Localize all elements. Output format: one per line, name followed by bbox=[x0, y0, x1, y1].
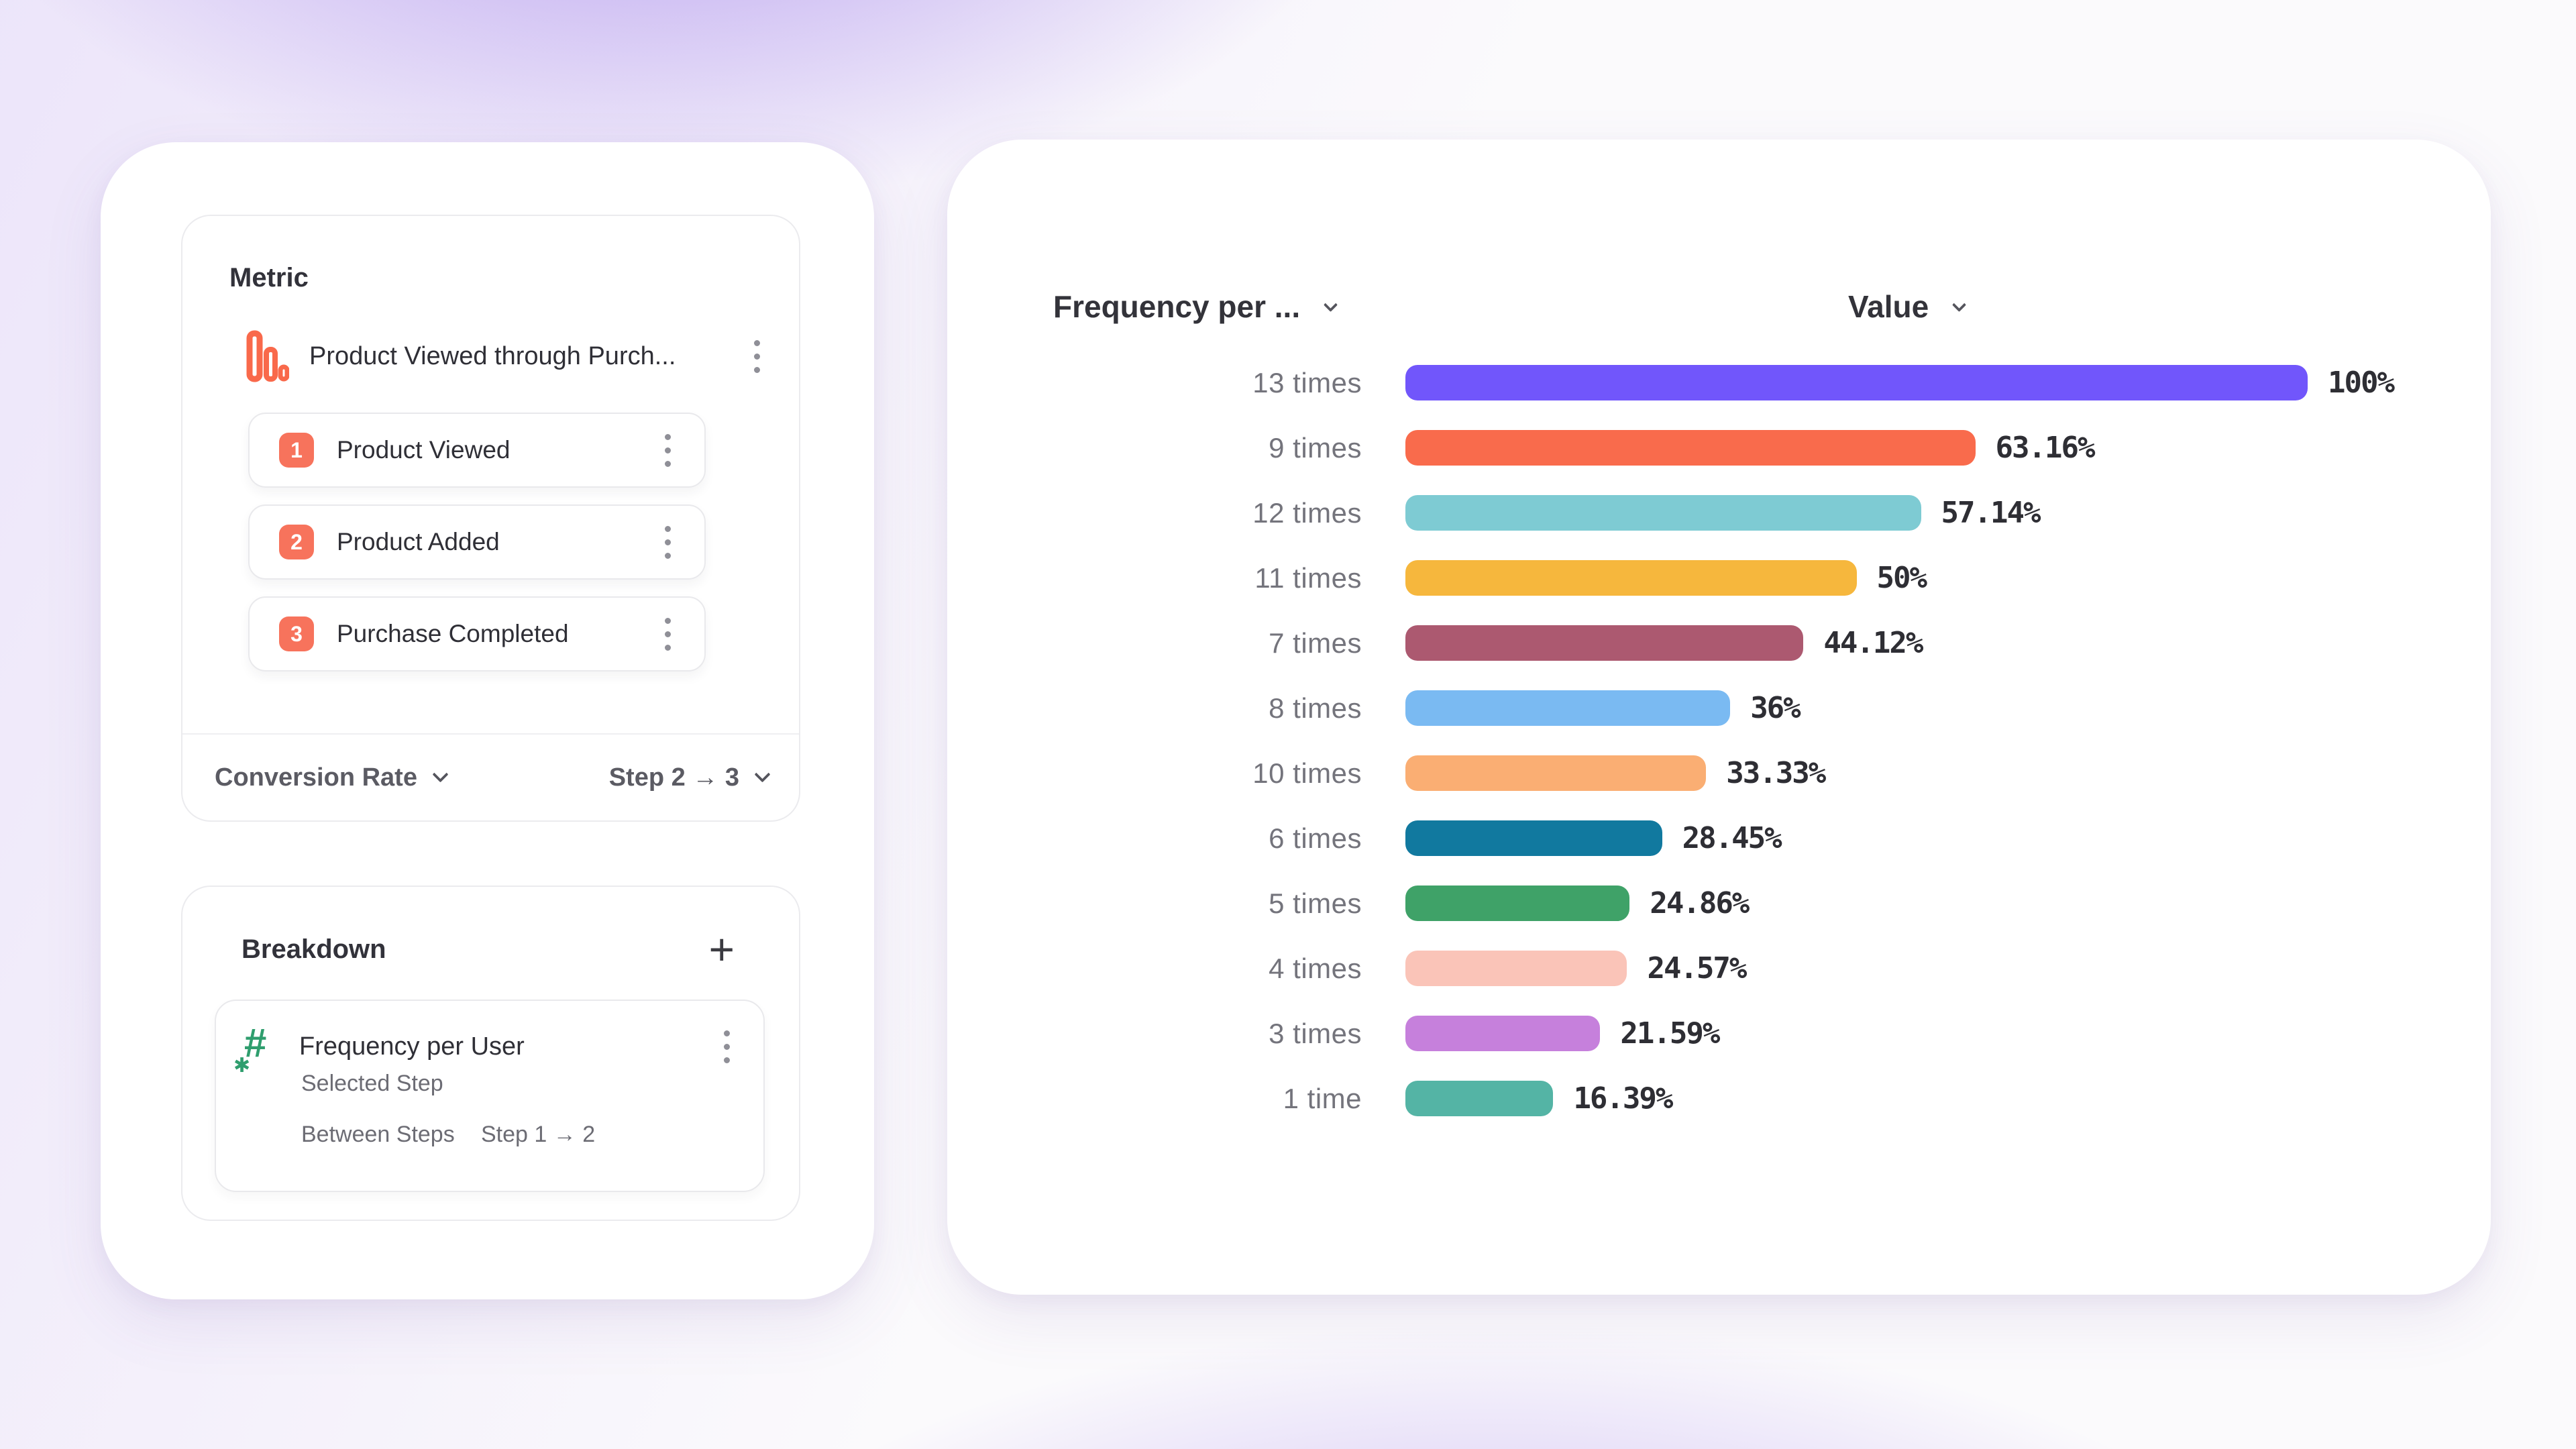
step-event-label: Purchase Completed bbox=[337, 620, 569, 647]
funnel-steps: 1 Product Viewed 2 Product Added 3 Purch… bbox=[248, 413, 706, 672]
bar[interactable] bbox=[1405, 625, 1804, 661]
funnel-metric-item[interactable]: Product Viewed through Purch... bbox=[246, 323, 764, 389]
between-steps-row: Between Steps Step 1 → 2 bbox=[301, 1122, 595, 1148]
bar[interactable] bbox=[1405, 951, 1627, 986]
selected-step-label: Selected Step bbox=[301, 1071, 443, 1096]
kebab-menu-button[interactable] bbox=[750, 335, 764, 378]
chevron-down-icon bbox=[754, 765, 771, 783]
bar-value-label: 28.45% bbox=[1682, 821, 1782, 855]
chart-rows: 13 times 100% 9 times 63.16% 12 times 57… bbox=[947, 350, 2491, 1131]
chart-row: 12 times 57.14% bbox=[947, 480, 2491, 545]
bar[interactable] bbox=[1405, 430, 1976, 466]
bar-category-label: 10 times bbox=[1252, 757, 1362, 789]
bar[interactable] bbox=[1405, 1081, 1554, 1116]
bar-category-label: 9 times bbox=[1269, 431, 1362, 464]
bar[interactable] bbox=[1405, 1016, 1601, 1051]
bar-category-label: 8 times bbox=[1269, 692, 1362, 724]
bar-chart-icon bbox=[246, 330, 289, 382]
chevron-down-icon bbox=[432, 765, 449, 783]
breakdown-section-title: Breakdown bbox=[241, 934, 386, 964]
bar-value-label: 24.57% bbox=[1647, 951, 1747, 985]
value-column-header-label: Value bbox=[1848, 289, 1929, 324]
step-range-dropdown-label: Step 2 → 3 bbox=[608, 763, 739, 792]
bar[interactable] bbox=[1405, 820, 1662, 856]
bar[interactable] bbox=[1405, 495, 1921, 531]
numeric-property-hash-icon: # ✱ bbox=[233, 1020, 267, 1077]
chart-row: 11 times 50% bbox=[947, 545, 2491, 610]
chart-row: 13 times 100% bbox=[947, 350, 2491, 415]
chevron-down-icon bbox=[1952, 297, 1967, 312]
query-builder-card: Metric Product Viewed through Purch... 1… bbox=[101, 142, 874, 1299]
bar-value-label: 36% bbox=[1750, 691, 1801, 725]
step-number-badge: 1 bbox=[279, 433, 314, 468]
kebab-menu-button[interactable] bbox=[661, 612, 675, 656]
bar-category-label: 13 times bbox=[1252, 366, 1362, 398]
measure-dropdown[interactable]: Conversion Rate bbox=[215, 763, 449, 792]
chart-row: 7 times 44.12% bbox=[947, 610, 2491, 676]
bar-value-label: 33.33% bbox=[1726, 756, 1826, 790]
bar-category-label: 4 times bbox=[1269, 952, 1362, 984]
breakdown-item[interactable]: # ✱ Frequency per User Selected Step Bet… bbox=[215, 1000, 765, 1192]
bar-value-label: 44.12% bbox=[1823, 626, 1923, 660]
chart-row: 6 times 28.45% bbox=[947, 806, 2491, 871]
bar-category-label: 7 times bbox=[1269, 627, 1362, 659]
funnel-step-item[interactable]: 2 Product Added bbox=[248, 504, 706, 580]
metric-section-title: Metric bbox=[229, 263, 309, 292]
chart-row: 10 times 33.33% bbox=[947, 741, 2491, 806]
breakdown-section: Breakdown + # ✱ Frequency per User Selec… bbox=[181, 885, 800, 1221]
kebab-menu-button[interactable] bbox=[661, 429, 675, 472]
kebab-menu-button[interactable] bbox=[720, 1025, 734, 1069]
bar-value-label: 63.16% bbox=[1995, 431, 2096, 465]
step-number-badge: 2 bbox=[279, 525, 314, 559]
metric-section: Metric Product Viewed through Purch... 1… bbox=[181, 215, 800, 822]
funnel-step-item[interactable]: 3 Purchase Completed bbox=[248, 596, 706, 672]
bar-value-label: 16.39% bbox=[1573, 1081, 1673, 1116]
category-column-header-label: Frequency per ... bbox=[1053, 289, 1301, 324]
bar[interactable] bbox=[1405, 755, 1707, 791]
bar-value-label: 21.59% bbox=[1620, 1016, 1720, 1051]
bar-category-label: 11 times bbox=[1254, 561, 1362, 594]
chart-row: 4 times 24.57% bbox=[947, 936, 2491, 1001]
chevron-down-icon bbox=[1324, 297, 1338, 312]
bar-category-label: 12 times bbox=[1252, 496, 1362, 529]
breakdown-property-name: Frequency per User bbox=[299, 1032, 525, 1061]
bar[interactable] bbox=[1405, 365, 2308, 400]
bar[interactable] bbox=[1405, 885, 1630, 921]
chart-row: 5 times 24.86% bbox=[947, 871, 2491, 936]
step-event-label: Product Viewed bbox=[337, 436, 511, 464]
chart-row: 3 times 21.59% bbox=[947, 1001, 2491, 1066]
chart-row: 1 time 16.39% bbox=[947, 1066, 2491, 1131]
measure-dropdown-label: Conversion Rate bbox=[215, 763, 417, 792]
bar-category-label: 6 times bbox=[1269, 822, 1362, 854]
bar-category-label: 5 times bbox=[1269, 887, 1362, 919]
category-column-header-dropdown[interactable]: Frequency per ... bbox=[1053, 288, 1338, 325]
bar-category-label: 3 times bbox=[1269, 1017, 1362, 1049]
bar[interactable] bbox=[1405, 690, 1731, 726]
chart-panel: Frequency per ... Value 13 times 100% 9 … bbox=[947, 140, 2491, 1295]
add-breakdown-button[interactable]: + bbox=[708, 924, 735, 974]
bar-value-label: 100% bbox=[2328, 366, 2395, 400]
bar-value-label: 50% bbox=[1876, 561, 1927, 595]
metric-footer-divider bbox=[182, 733, 799, 735]
kebab-menu-button[interactable] bbox=[661, 521, 675, 564]
step-number-badge: 3 bbox=[279, 616, 314, 651]
metric-footer: Conversion Rate Step 2 → 3 bbox=[215, 735, 771, 820]
value-column-header-dropdown[interactable]: Value bbox=[1848, 288, 1967, 325]
chart-row: 9 times 63.16% bbox=[947, 415, 2491, 480]
bar-value-label: 24.86% bbox=[1650, 886, 1750, 920]
funnel-step-item[interactable]: 1 Product Viewed bbox=[248, 413, 706, 488]
chart-row: 8 times 36% bbox=[947, 676, 2491, 741]
bar[interactable] bbox=[1405, 560, 1857, 596]
between-steps-value: Step 1 → 2 bbox=[481, 1122, 596, 1147]
selected-step-row: Selected Step bbox=[301, 1071, 443, 1097]
bar-category-label: 1 time bbox=[1283, 1082, 1362, 1114]
between-steps-label: Between Steps bbox=[301, 1122, 455, 1147]
step-range-dropdown[interactable]: Step 2 → 3 bbox=[608, 763, 771, 792]
funnel-metric-name: Product Viewed through Purch... bbox=[309, 341, 676, 370]
step-event-label: Product Added bbox=[337, 528, 500, 555]
bar-value-label: 57.14% bbox=[1941, 496, 2041, 530]
